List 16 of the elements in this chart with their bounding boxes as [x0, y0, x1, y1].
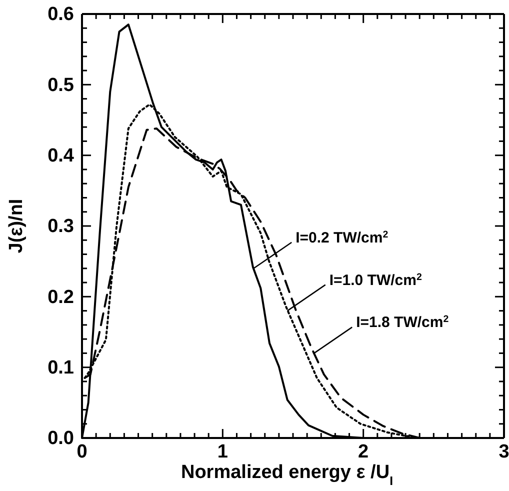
y-tick-label: 0.2 — [48, 286, 74, 308]
y-tick-label: 0.0 — [48, 428, 74, 450]
annotation: I=1.0 TW/cm$^{2}$ — [329, 271, 422, 289]
y-tick-label: 0.5 — [48, 74, 74, 96]
y-tick-label: 0.6 — [48, 4, 74, 26]
x-axis-title: Normalized energy ε /U$_{I}$ — [180, 462, 394, 488]
y-tick-label: 0.1 — [48, 357, 74, 378]
x-tick-label: 0 — [76, 441, 88, 462]
x-tick-label: 1 — [217, 441, 228, 462]
y-axis-title: J(ε)/nI — [6, 198, 27, 254]
y-tick-label: 0.4 — [48, 145, 74, 166]
annotation: I=0.2 TW/cm$^{2}$ — [296, 228, 389, 246]
y-tick-label: 0.3 — [48, 216, 74, 238]
x-tick-label: 3 — [498, 441, 509, 462]
annotation: I=1.8 TW/cm$^{2}$ — [356, 314, 450, 332]
x-tick-label: 2 — [358, 441, 369, 462]
